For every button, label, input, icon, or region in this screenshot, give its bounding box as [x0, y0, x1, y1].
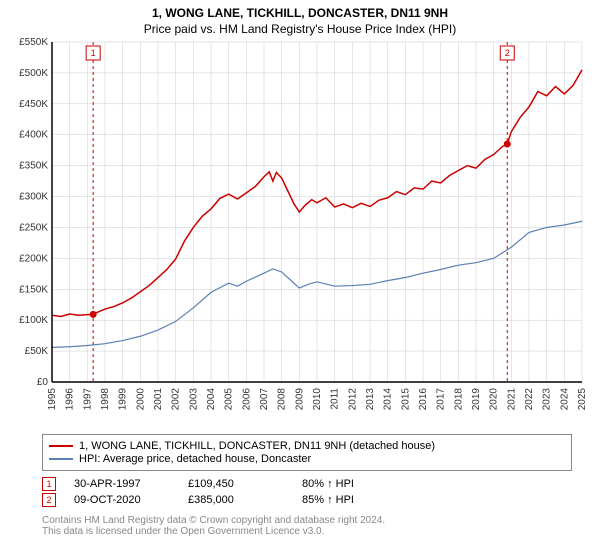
- svg-text:2009: 2009: [294, 388, 305, 411]
- sale-point-date: 30-APR-1997: [74, 478, 170, 490]
- sale-point-pct: 85% ↑ HPI: [302, 494, 398, 506]
- svg-text:2008: 2008: [277, 388, 288, 411]
- svg-text:2013: 2013: [365, 388, 376, 411]
- chart-title-address: 1, WONG LANE, TICKHILL, DONCASTER, DN11 …: [0, 6, 600, 20]
- svg-text:2019: 2019: [471, 388, 482, 411]
- sale-point-marker: 1: [42, 477, 56, 491]
- svg-text:2015: 2015: [400, 388, 411, 411]
- svg-text:2007: 2007: [259, 388, 270, 411]
- svg-text:2003: 2003: [188, 388, 199, 411]
- legend-label: 1, WONG LANE, TICKHILL, DONCASTER, DN11 …: [79, 440, 435, 452]
- chart-title-block: 1, WONG LANE, TICKHILL, DONCASTER, DN11 …: [0, 0, 600, 38]
- svg-text:2020: 2020: [489, 388, 500, 411]
- svg-text:2023: 2023: [542, 388, 553, 411]
- sale-point-row: 1 30-APR-1997 £109,450 80% ↑ HPI: [42, 477, 572, 491]
- svg-text:2010: 2010: [312, 388, 323, 411]
- svg-text:1995: 1995: [47, 388, 58, 411]
- chart-container: £0 £50K £100K £150K £200K £250K £300K £350K £400…: [8, 38, 592, 428]
- chart-title-subtitle: Price paid vs. HM Land Registry's House …: [0, 22, 600, 36]
- svg-text:2005: 2005: [224, 388, 235, 411]
- svg-text:£150K: £150K: [19, 284, 48, 295]
- sale-point-date: 09-OCT-2020: [74, 494, 170, 506]
- sale-point-price: £109,450: [188, 478, 284, 490]
- svg-text:1: 1: [91, 48, 96, 58]
- svg-text:2017: 2017: [436, 388, 447, 411]
- svg-text:2002: 2002: [171, 388, 182, 411]
- svg-text:2001: 2001: [153, 388, 164, 411]
- sale-point-marker: 2: [42, 493, 56, 507]
- price-chart: £0 £50K £100K £150K £200K £250K £300K £350K £400…: [8, 38, 592, 428]
- svg-text:2016: 2016: [418, 388, 429, 411]
- svg-text:2018: 2018: [453, 388, 464, 411]
- svg-text:2014: 2014: [383, 388, 394, 411]
- svg-text:2021: 2021: [506, 388, 517, 411]
- chart-footer: Contains HM Land Registry data © Crown c…: [42, 515, 572, 537]
- svg-text:£200K: £200K: [19, 253, 48, 264]
- chart-legend: 1, WONG LANE, TICKHILL, DONCASTER, DN11 …: [42, 434, 572, 471]
- svg-text:2000: 2000: [135, 388, 146, 411]
- sale-point-pct: 80% ↑ HPI: [302, 478, 398, 490]
- svg-text:£0: £0: [37, 377, 49, 388]
- sale-points-table: 1 30-APR-1997 £109,450 80% ↑ HPI 2 09-OCT-202…: [42, 477, 572, 507]
- legend-swatch: [49, 458, 73, 460]
- svg-text:1998: 1998: [100, 388, 111, 411]
- svg-text:2012: 2012: [347, 388, 358, 411]
- legend-label: HPI: Average price, detached house, Donc…: [79, 453, 311, 465]
- svg-text:£250K: £250K: [19, 222, 48, 233]
- svg-text:2025: 2025: [577, 388, 588, 411]
- svg-text:£450K: £450K: [19, 99, 48, 110]
- legend-row: 1, WONG LANE, TICKHILL, DONCASTER, DN11 …: [49, 440, 565, 452]
- svg-text:£50K: £50K: [25, 346, 49, 357]
- svg-text:2004: 2004: [206, 388, 217, 411]
- svg-text:1999: 1999: [118, 388, 129, 411]
- svg-text:2006: 2006: [241, 388, 252, 411]
- svg-text:1997: 1997: [82, 388, 93, 411]
- svg-text:£300K: £300K: [19, 192, 48, 203]
- svg-text:1996: 1996: [65, 388, 76, 411]
- footer-line-1: Contains HM Land Registry data © Crown c…: [42, 515, 572, 526]
- svg-text:£350K: £350K: [19, 161, 48, 172]
- svg-text:£100K: £100K: [19, 315, 48, 326]
- sale-point-price: £385,000: [188, 494, 284, 506]
- svg-text:2011: 2011: [330, 388, 341, 410]
- legend-swatch: [49, 445, 73, 447]
- svg-text:2022: 2022: [524, 388, 535, 411]
- legend-row: HPI: Average price, detached house, Donc…: [49, 453, 565, 465]
- svg-text:2024: 2024: [559, 388, 570, 411]
- svg-text:£550K: £550K: [19, 38, 48, 48]
- svg-text:£500K: £500K: [19, 68, 48, 79]
- svg-text:£400K: £400K: [19, 130, 48, 141]
- footer-line-2: This data is licensed under the Open Gov…: [42, 526, 572, 537]
- sale-point-row: 2 09-OCT-2020 £385,000 85% ↑ HPI: [42, 493, 572, 507]
- svg-text:2: 2: [505, 48, 510, 58]
